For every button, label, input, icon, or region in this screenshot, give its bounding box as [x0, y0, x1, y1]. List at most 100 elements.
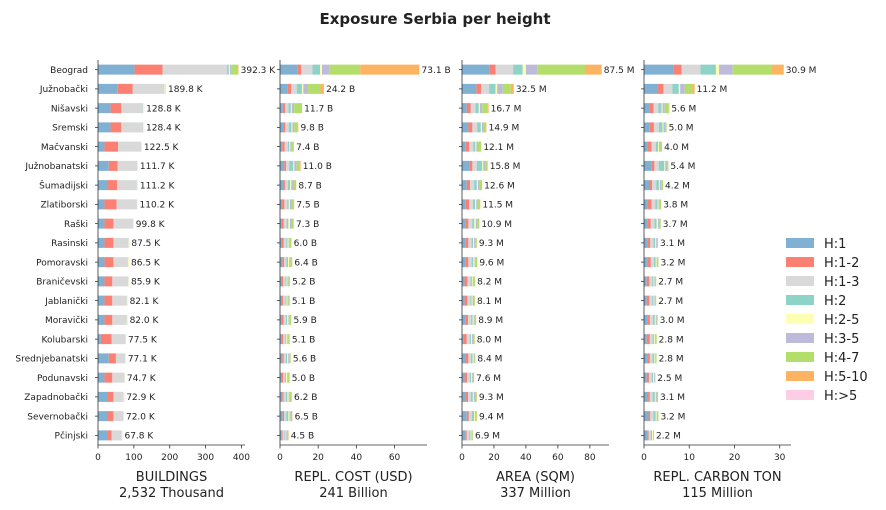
legend-swatch-7	[786, 352, 814, 362]
bar-4-5-h-1-3	[651, 141, 656, 152]
bar-3-2-h-1	[462, 83, 477, 94]
bar-3-17-h-2-5	[471, 372, 472, 383]
panel-total-3: 337 Million	[500, 486, 571, 501]
bar-4-4-h-1	[644, 122, 650, 133]
total-label-4-2: 11.2 M	[697, 85, 728, 95]
bar-1-4-h-1	[98, 122, 111, 133]
bar-3-15-h-2	[469, 334, 472, 345]
bar-3-1-h-1-3	[495, 64, 514, 75]
total-label-4-15: 2.8 M	[659, 335, 684, 345]
bar-3-11-h-2-5	[473, 257, 475, 268]
total-label-4-9: 3.7 M	[663, 220, 688, 230]
category-label-7: Šumadijski	[39, 179, 88, 191]
category-label-15: Kolubarski	[42, 335, 89, 345]
bar-4-16-h-2-5	[654, 353, 656, 364]
bar-2-17-h-1-3	[283, 372, 285, 383]
bar-3-3-h-3-5	[479, 103, 483, 114]
bar-4-10-h-1	[644, 237, 648, 248]
bar-1-1-h-1	[98, 64, 135, 75]
bar-2-9-h-1-2	[281, 218, 284, 229]
category-label-1: Beograd	[50, 66, 88, 76]
bar-1-7-h-1-2	[108, 180, 117, 191]
bar-1-19-h-1-2	[108, 411, 114, 422]
bar-1-11-h-1	[98, 257, 105, 268]
bar-3-20-h-3-5	[471, 430, 473, 441]
bar-3-3-h-2	[475, 103, 479, 114]
bar-1-2-h-1	[98, 83, 118, 94]
total-label-4-14: 3.0 M	[660, 316, 685, 326]
x-axis-title-2: REPL. COST (USD)	[294, 470, 412, 485]
bar-1-15-h-1-3	[111, 334, 126, 345]
bar-3-9-h-1-3	[468, 218, 473, 229]
total-label-4-19: 3.2 M	[660, 412, 685, 422]
bar-3-8-h-3-5	[476, 199, 478, 210]
bar-3-4-h-1	[462, 122, 469, 133]
bar-1-9-h-1-3	[113, 218, 133, 229]
bar-2-18-h-1-2	[282, 391, 284, 402]
bar-1-1-h-2-5	[228, 64, 230, 75]
bar-4-4-h-3-5	[663, 122, 666, 133]
bar-3-9-h-1-2	[465, 218, 469, 229]
bar-1-16-h-1-3	[115, 353, 125, 364]
bar-2-7-h-3-5	[291, 180, 293, 191]
total-label-2-14: 5.9 B	[293, 316, 316, 326]
bar-3-6-h-2	[476, 160, 483, 171]
bar-3-19-h-1-3	[468, 411, 472, 422]
bar-4-6-h-1-3	[654, 160, 659, 171]
bar-4-16-h-3-5	[655, 353, 657, 364]
bar-1-15-h-1-2	[100, 334, 112, 345]
bar-3-8-h-2-5	[475, 199, 477, 210]
bar-4-2-h-2-5	[678, 83, 681, 94]
xtick-label-1-4: 300	[197, 453, 214, 463]
bar-4-6-h-2-5	[664, 160, 666, 171]
bar-3-13-h-3-5	[472, 295, 474, 306]
bar-2-14-h-1-2	[281, 314, 284, 325]
bar-2-13-h-4-7	[288, 295, 290, 306]
total-label-2-18: 6.2 B	[294, 393, 317, 403]
bar-4-4-h-1-3	[653, 122, 659, 133]
bar-2-9-h-2-5	[288, 218, 290, 229]
bar-2-5-h-3-5	[290, 141, 292, 152]
bar-4-18-h-1	[644, 391, 649, 402]
bar-2-1-h-2	[312, 64, 321, 75]
panel-total-2: 241 Billion	[319, 486, 388, 501]
bar-4-19-h-2-5	[655, 411, 657, 422]
xtick-label-3-5: 80	[584, 453, 596, 463]
bar-1-18-h-1	[98, 391, 109, 402]
bar-3-4-h-3-5	[481, 122, 484, 133]
bar-1-15-h-1	[98, 334, 101, 345]
bar-2-4-h-1-2	[283, 122, 286, 133]
bar-3-1-h-2-5	[522, 64, 526, 75]
bar-4-2-h-1	[644, 83, 659, 94]
bar-3-6-h-1-3	[472, 160, 477, 171]
bar-3-11-h-4-7	[475, 257, 478, 268]
bar-3-14-h-1	[462, 314, 466, 325]
bar-1-6-h-2-5	[137, 160, 138, 171]
bar-3-16-h-3-5	[473, 353, 475, 364]
bar-3-7-h-1-2	[466, 180, 470, 191]
bar-3-19-h-1-2	[466, 411, 469, 422]
bar-3-12-h-1-3	[467, 276, 471, 287]
bar-3-10-h-4-7	[475, 237, 477, 248]
bar-2-4-h-1-3	[285, 122, 289, 133]
bar-4-10-h-1-3	[650, 237, 654, 248]
bar-1-4-h-1-3	[121, 122, 143, 133]
bar-2-6-h-2	[289, 160, 294, 171]
bar-3-4-h-1-3	[472, 122, 478, 133]
bar-1-13-h-2-5	[126, 295, 128, 306]
bar-1-8-h-1	[98, 199, 105, 210]
bar-4-3-h-4-7	[664, 103, 669, 114]
bar-3-16-h-1-3	[468, 353, 471, 364]
bar-2-3-h-2	[288, 103, 291, 114]
bar-3-13-h-2-5	[471, 295, 473, 306]
bar-3-10-h-1-2	[465, 237, 469, 248]
bar-2-2-h-1-2	[287, 83, 292, 94]
bar-4-1-h-2	[700, 64, 716, 75]
bar-2-5-h-1	[280, 141, 283, 152]
bar-2-2-h-2-5	[301, 83, 304, 94]
bar-4-14-h-1-3	[649, 314, 654, 325]
bar-2-20-h-1-3	[282, 430, 285, 441]
bar-3-13-h-1-3	[467, 295, 471, 306]
bar-2-11-h-1-3	[284, 257, 287, 268]
bar-3-1-h-5-10	[585, 64, 602, 75]
